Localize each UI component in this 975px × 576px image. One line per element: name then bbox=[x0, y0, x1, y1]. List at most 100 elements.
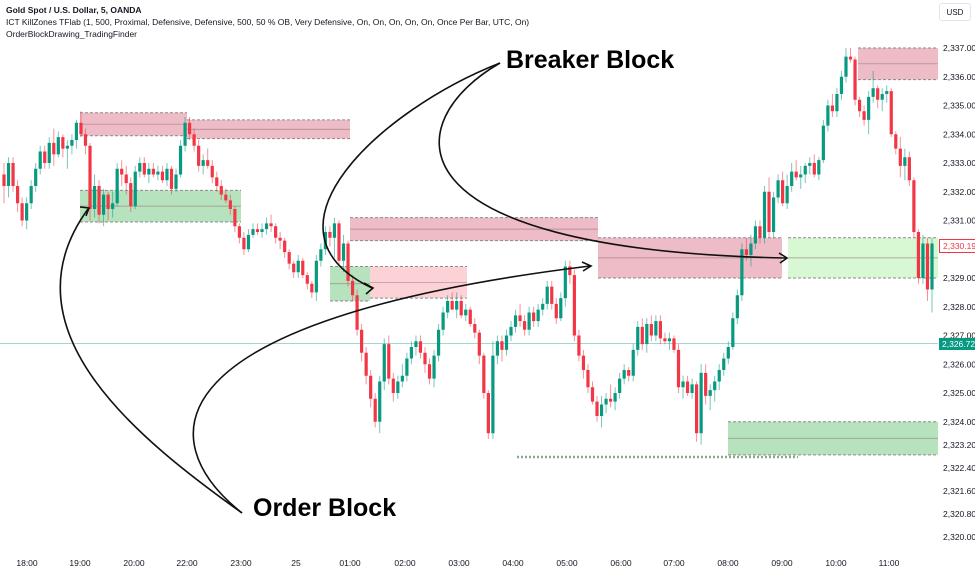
bear-candle bbox=[889, 88, 893, 138]
bear-candle bbox=[224, 188, 228, 204]
bear-candle bbox=[554, 298, 558, 324]
bear-candle bbox=[658, 315, 662, 345]
bear-candle bbox=[862, 105, 866, 126]
bear-candle bbox=[550, 280, 554, 310]
bear-candle bbox=[373, 393, 377, 428]
bear-candle bbox=[15, 180, 20, 212]
bear-candle bbox=[269, 214, 273, 232]
bull-candle bbox=[604, 393, 608, 414]
bull-candle bbox=[885, 85, 889, 103]
bear-candle bbox=[912, 177, 916, 238]
zone-supply[interactable] bbox=[187, 119, 350, 140]
price-tick-label: 2,333.000 bbox=[943, 158, 975, 168]
bear-candle bbox=[151, 163, 155, 178]
bull-candle bbox=[246, 229, 251, 253]
time-tick-label: 10:00 bbox=[825, 558, 847, 568]
bull-candle bbox=[133, 165, 137, 209]
zone-demand-light[interactable] bbox=[788, 237, 938, 279]
bear-candle bbox=[364, 347, 368, 385]
bull-candle bbox=[559, 292, 563, 322]
zone-supply[interactable] bbox=[350, 217, 598, 242]
bear-candle bbox=[925, 237, 930, 301]
bear-candle bbox=[142, 157, 146, 178]
indicator-killzones[interactable]: ICT KillZones TFlab (1, 500, Proximal, D… bbox=[6, 17, 530, 27]
order-block-arrow-2-head bbox=[581, 261, 593, 272]
price-tick-label: 2,326.000 bbox=[943, 359, 975, 369]
time-tick-label: 08:00 bbox=[717, 558, 739, 568]
bull-candle bbox=[491, 341, 495, 439]
bull-candle bbox=[38, 145, 42, 175]
bull-candle bbox=[771, 191, 776, 238]
bull-candle bbox=[513, 309, 518, 333]
bear-candle bbox=[916, 229, 921, 284]
bull-candle bbox=[183, 117, 187, 152]
bull-candle bbox=[654, 315, 658, 342]
bear-candle bbox=[468, 306, 472, 327]
bull-candle bbox=[844, 48, 848, 83]
price-tick-label: 2,329.000 bbox=[943, 273, 975, 283]
bull-candle bbox=[613, 387, 617, 411]
bull-candle bbox=[29, 180, 33, 209]
zone-supply-light[interactable] bbox=[370, 266, 467, 299]
bear-candle bbox=[387, 335, 391, 385]
order-block-label: Order Block bbox=[253, 494, 397, 522]
bull-candle bbox=[432, 349, 436, 388]
bull-candle bbox=[536, 303, 540, 327]
bear-candle bbox=[278, 232, 282, 250]
zone-demand[interactable] bbox=[728, 421, 938, 456]
bull-candle bbox=[903, 148, 907, 181]
time-tick-label: 25 bbox=[291, 558, 301, 568]
bear-candle bbox=[228, 194, 232, 215]
bear-candle bbox=[758, 220, 762, 244]
bear-candle bbox=[233, 206, 237, 232]
time-tick-label: 04:00 bbox=[502, 558, 524, 568]
bull-candle bbox=[341, 234, 346, 273]
bull-candle bbox=[930, 237, 934, 313]
bear-candle bbox=[120, 160, 124, 186]
time-tick-label: 20:00 bbox=[123, 558, 145, 568]
price-tick-label: 2,324.000 bbox=[943, 417, 975, 427]
bear-candle bbox=[568, 260, 572, 284]
zone-supply[interactable] bbox=[80, 112, 187, 137]
bear-candle bbox=[830, 94, 835, 117]
indicator-orderblock-drawing[interactable]: OrderBlockDrawing_TradingFinder bbox=[6, 29, 138, 39]
bull-candle bbox=[319, 243, 323, 267]
bull-candle bbox=[826, 99, 830, 132]
bear-candle bbox=[346, 240, 350, 287]
bear-candle bbox=[482, 352, 486, 399]
order-block-arrow-1-head bbox=[79, 206, 91, 217]
bull-candle bbox=[726, 341, 730, 365]
price-tick-label: 2,320.000 bbox=[943, 532, 975, 542]
bull-candle bbox=[599, 395, 604, 428]
bear-candle bbox=[242, 232, 246, 255]
currency-button[interactable]: USD bbox=[939, 3, 971, 21]
breaker-block-arrow-1 bbox=[322, 62, 501, 289]
bear-candle bbox=[608, 384, 613, 408]
bear-candle bbox=[210, 160, 214, 184]
bull-candle bbox=[667, 332, 672, 350]
bull-candle bbox=[867, 91, 871, 135]
price-axis[interactable]: 2,337.000 2,336.000 2,335.000 2,334.000 2,33… bbox=[943, 43, 975, 542]
bear-candle bbox=[595, 395, 599, 422]
breaker-block-label: Breaker Block bbox=[506, 46, 675, 74]
zone-supply[interactable] bbox=[858, 47, 938, 81]
bear-candle bbox=[305, 272, 309, 290]
bear-candle bbox=[704, 364, 708, 405]
bull-candle bbox=[622, 364, 626, 385]
bear-candle bbox=[129, 177, 133, 212]
bull-candle bbox=[618, 372, 622, 399]
bull-candle bbox=[740, 243, 744, 301]
bull-candle bbox=[441, 306, 445, 336]
bull-candle bbox=[25, 197, 29, 230]
bull-candle bbox=[34, 163, 38, 192]
bull-candle bbox=[871, 71, 875, 103]
symbol-title[interactable]: Gold Spot / U.S. Dollar, 5, OANDA bbox=[6, 5, 142, 15]
bull-candle bbox=[56, 131, 60, 158]
crosshair-price-tag: 2,326.720 bbox=[939, 338, 975, 350]
bear-candle bbox=[61, 134, 65, 158]
price-tick-label: 2,332.000 bbox=[943, 187, 975, 197]
time-axis[interactable]: 18:00 19:00 20:00 22:00 23:00 25 01:00 02:00 03:… bbox=[16, 558, 899, 568]
bull-candle bbox=[808, 157, 812, 175]
bear-candle bbox=[274, 223, 278, 244]
